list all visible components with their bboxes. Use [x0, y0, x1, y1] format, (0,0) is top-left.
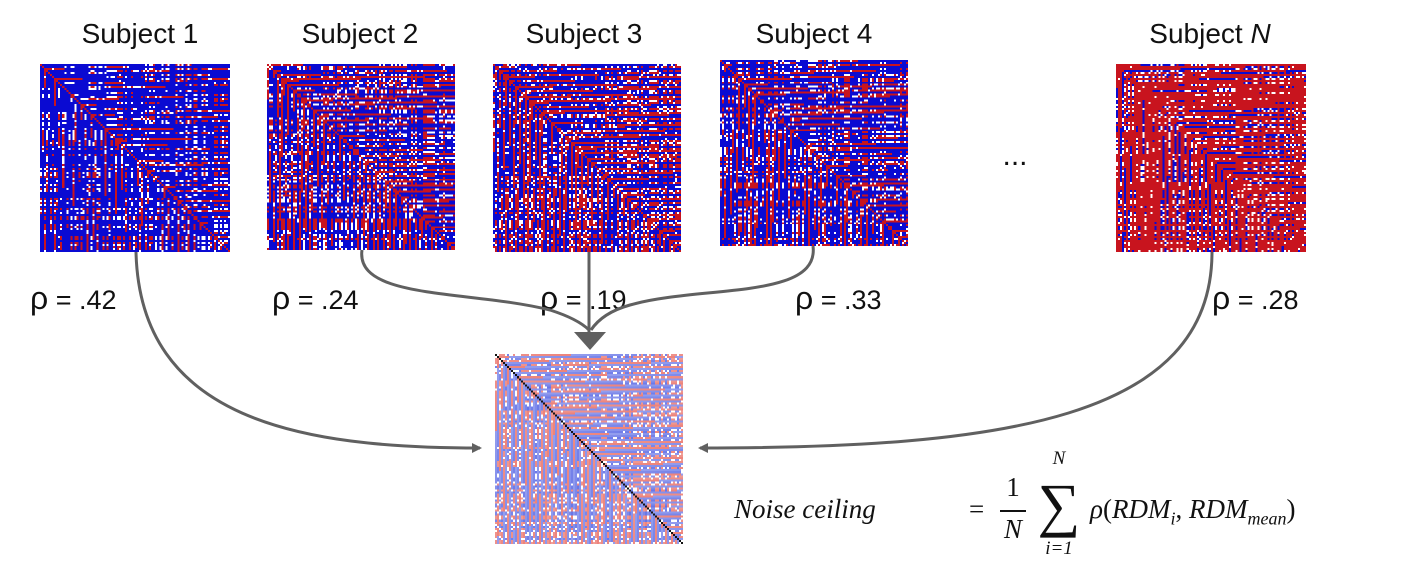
- formula-equals: =: [969, 494, 985, 524]
- fraction-denominator: N: [1003, 514, 1022, 544]
- subject-1-rdm: [40, 64, 230, 252]
- sum-upper-limit: N: [1052, 448, 1066, 469]
- formula-lhs: Noise ceiling: [734, 494, 876, 524]
- subject-2-rdm: [267, 64, 455, 250]
- rho-label-subject-2: ρ = .24: [272, 280, 359, 316]
- arrow-subject-n: [698, 251, 1214, 453]
- sigma-symbol: ∑: [1037, 472, 1081, 538]
- subject-4-label: Subject 4: [755, 18, 873, 49]
- mean-rdm: [495, 354, 683, 544]
- noise-ceiling-formula: Noise ceiling = 1 N N ∑ i=1 ρ(RDMi, RDMm…: [734, 448, 1394, 572]
- sum-lower-limit: i=1: [1045, 538, 1073, 559]
- fraction-numerator: 1: [1006, 472, 1020, 502]
- subject-n-symbol: N: [1250, 18, 1271, 49]
- subject-n-rdm: [1116, 64, 1306, 252]
- rho-label-subject-4: ρ = .33: [795, 280, 882, 316]
- formula-rhs: ρ(RDMi, RDMmean): [1090, 494, 1296, 529]
- subject-3-rdm: [493, 64, 681, 252]
- subject-4-rdm: [720, 60, 908, 246]
- subject-n-label: Subject N: [1149, 18, 1271, 49]
- rho-label-subject-1: ρ = .42: [30, 280, 117, 316]
- formula-fraction: 1 N: [998, 472, 1028, 544]
- subject-2-label: Subject 2: [301, 18, 419, 49]
- rho-label-subject-3: ρ = .19: [540, 280, 627, 316]
- rho-label-subject-n: ρ = .28: [1212, 280, 1299, 316]
- subject-3-label: Subject 3: [525, 18, 643, 49]
- formula-sum: N ∑ i=1: [1034, 448, 1084, 572]
- subject-1-label: Subject 1: [81, 18, 199, 49]
- fraction-bar: [1000, 510, 1026, 512]
- ellipsis: ...: [1002, 139, 1028, 172]
- arrow-converge-head: [574, 332, 606, 350]
